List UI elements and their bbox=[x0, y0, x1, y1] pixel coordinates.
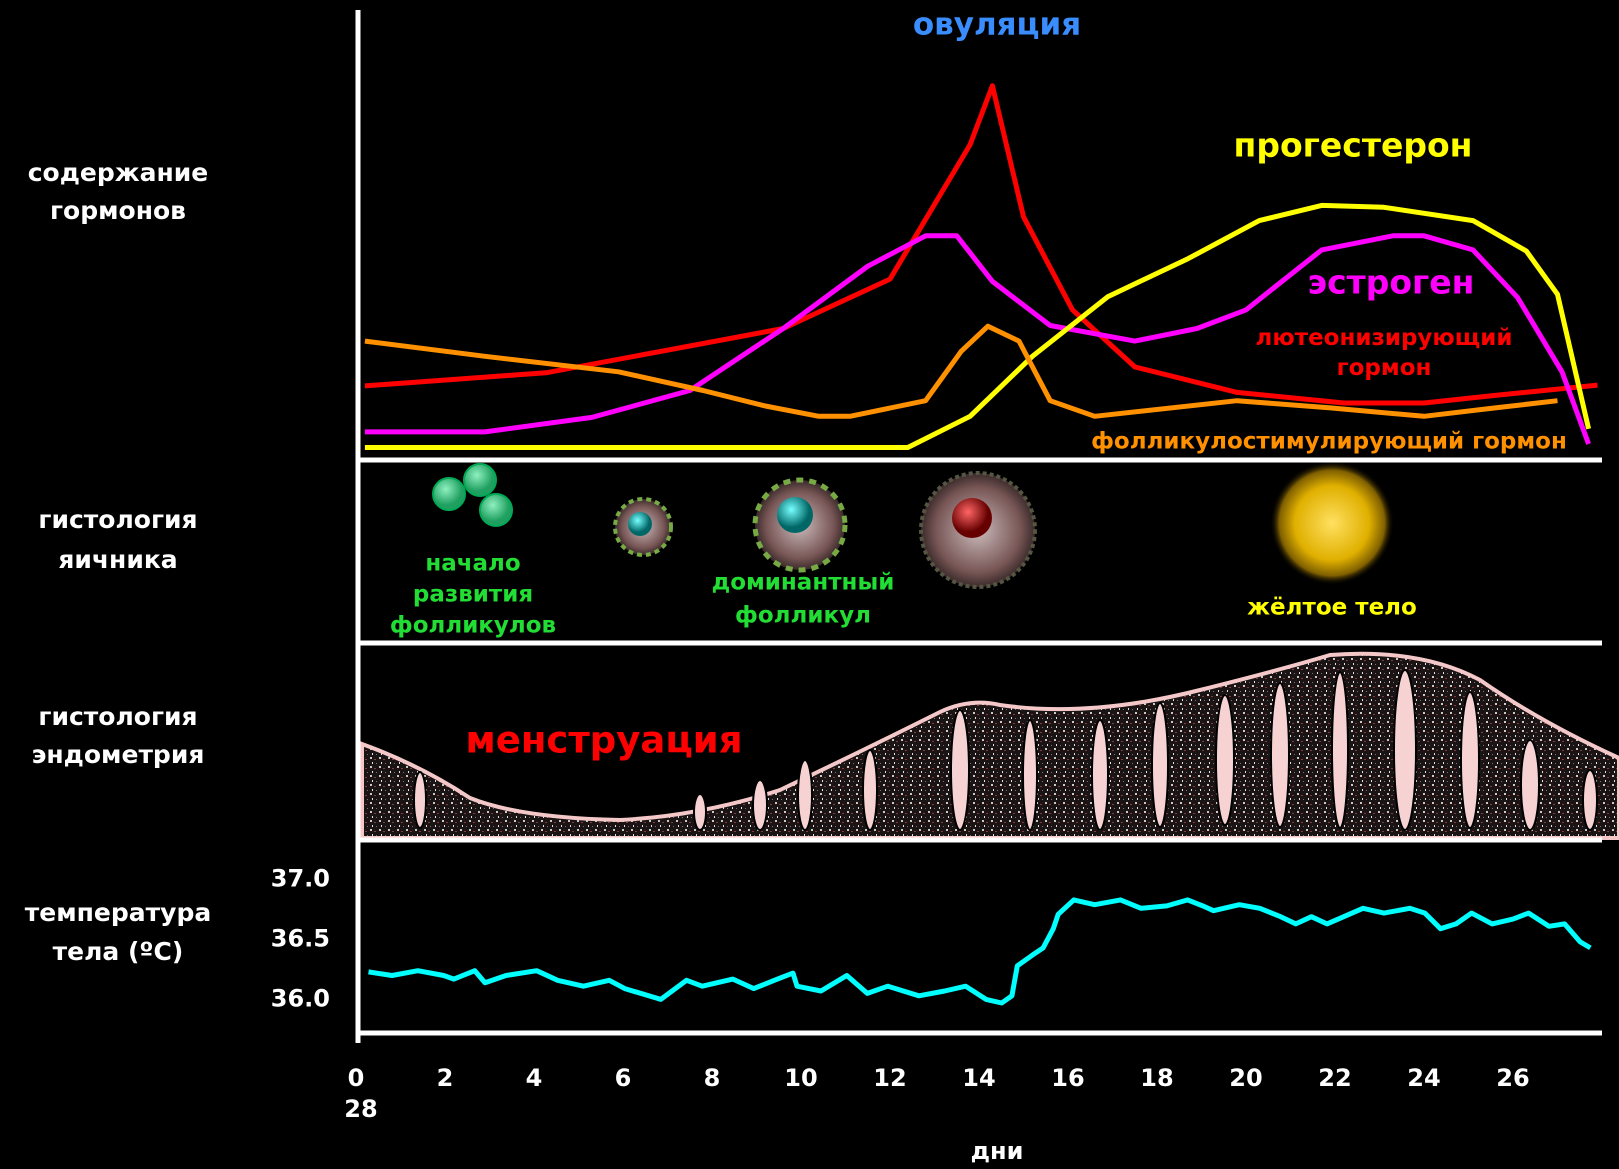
x-tick-label: 4 bbox=[526, 1064, 543, 1092]
row-label: содержание bbox=[28, 158, 209, 187]
x-tick-label: 10 bbox=[784, 1064, 817, 1092]
temperature-line bbox=[368, 897, 1592, 1006]
panel-frame bbox=[355, 10, 1602, 1043]
series-label: прогестерон bbox=[1234, 126, 1473, 165]
x-tick-label: 16 bbox=[1051, 1064, 1084, 1092]
x-tick-label: 18 bbox=[1140, 1064, 1173, 1092]
hormone-line bbox=[364, 202, 1592, 450]
x-tick-label: 2 bbox=[437, 1064, 454, 1092]
menstruation-label: менструация bbox=[466, 719, 743, 762]
series-label-line: гормон bbox=[1337, 354, 1432, 380]
x-tick-label: 0 bbox=[348, 1064, 365, 1092]
endometrium bbox=[360, 651, 1619, 840]
x-tick-label: 22 bbox=[1318, 1064, 1351, 1092]
series-label: лютеонизирующий гормон bbox=[1256, 325, 1513, 381]
ovary-label: жёлтое тело bbox=[1247, 595, 1417, 621]
x-tick-label: 12 bbox=[873, 1064, 906, 1092]
row-label: температура bbox=[25, 898, 211, 927]
hormone-line bbox=[364, 323, 1558, 419]
y-tick-label: 36.0 bbox=[271, 984, 330, 1012]
x-axis-label: дни bbox=[971, 1137, 1024, 1165]
x-tick-label: 28 bbox=[344, 1095, 377, 1123]
ovary-label: доминантный bbox=[712, 570, 895, 596]
series-label: фолликулостимулирующий гормон bbox=[1091, 429, 1567, 455]
x-tick-label: 8 bbox=[704, 1064, 721, 1092]
hormone-line bbox=[364, 233, 1591, 445]
x-tick-label: 20 bbox=[1229, 1064, 1262, 1092]
y-tick-label: 37.0 bbox=[271, 865, 330, 893]
series-label-line: лютеонизирующий bbox=[1256, 325, 1513, 351]
row-label: тела (ºC) bbox=[53, 937, 184, 966]
ovary-label: фолликулов bbox=[390, 613, 556, 639]
ovary-label: фолликул bbox=[735, 603, 871, 629]
y-tick-label: 36.5 bbox=[271, 924, 330, 952]
annotation: овуляция bbox=[913, 7, 1081, 43]
x-tick-label: 24 bbox=[1407, 1064, 1440, 1092]
hormone-line bbox=[364, 83, 1598, 406]
x-tick-label: 14 bbox=[962, 1064, 995, 1092]
row-label: гистология bbox=[38, 505, 197, 534]
row-label: гормонов bbox=[50, 196, 186, 225]
ovary-follicles bbox=[432, 461, 1394, 589]
x-tick-label: 26 bbox=[1496, 1064, 1529, 1092]
row-label: яичника bbox=[58, 545, 177, 574]
ovary-label: развития bbox=[413, 582, 533, 608]
x-tick-label: 6 bbox=[615, 1064, 632, 1092]
ovary-label: начало bbox=[425, 551, 520, 577]
row-label: эндометрия bbox=[32, 740, 205, 769]
row-label: гистология bbox=[38, 702, 197, 731]
series-label: эстроген bbox=[1308, 263, 1475, 302]
